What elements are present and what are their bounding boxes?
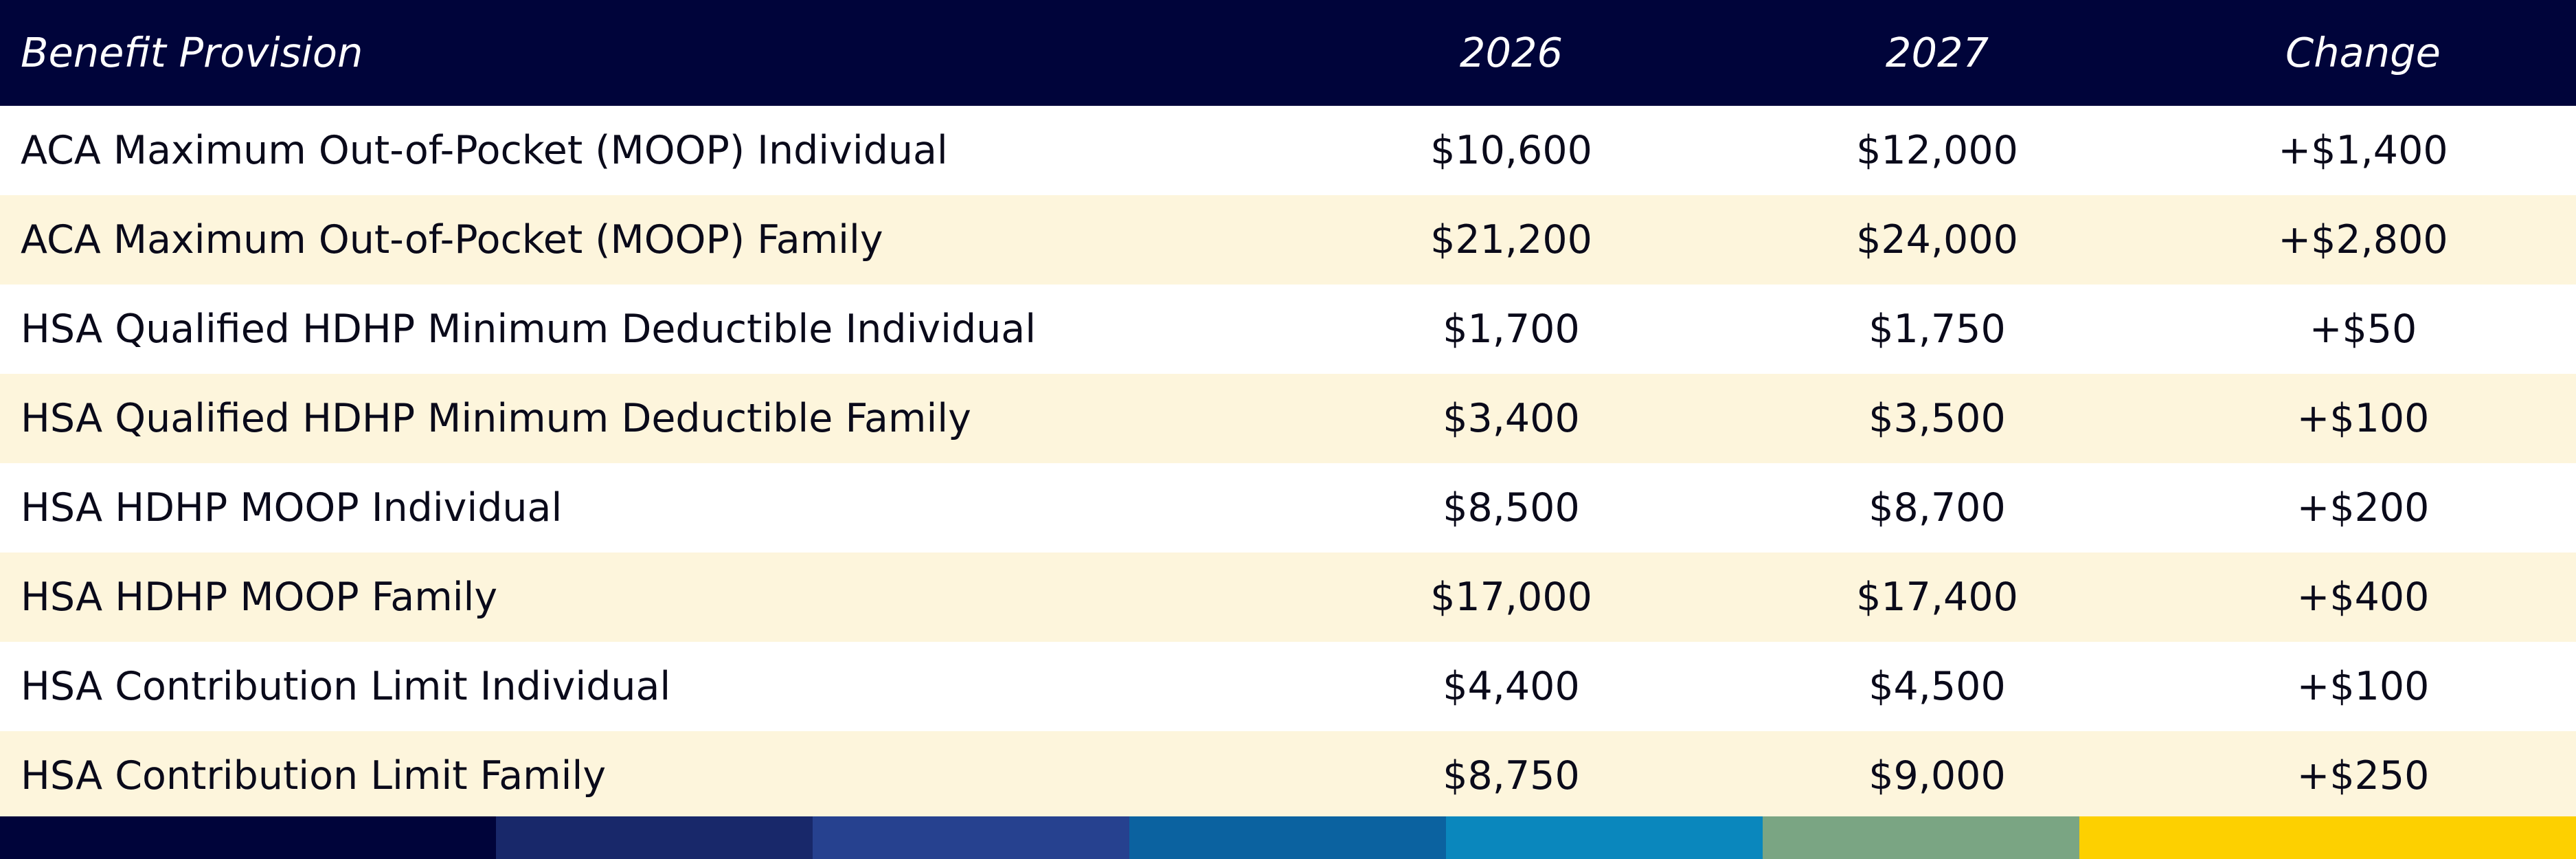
row-value-2026: $17,000 bbox=[1430, 574, 1592, 620]
row-label: HSA HDHP MOOP Individual bbox=[21, 485, 563, 531]
row-value-2027: $1,750 bbox=[1868, 306, 2006, 352]
row-change: +$200 bbox=[2296, 485, 2430, 531]
footer-stripe-segment bbox=[2079, 816, 2576, 859]
table-row: HSA HDHP MOOP Individual $8,500 $8,700 +… bbox=[0, 463, 2576, 553]
table-header: Benefit Provision 2026 2027 Change bbox=[0, 0, 2576, 106]
row-change: +$100 bbox=[2296, 396, 2430, 441]
row-value-2026: $8,500 bbox=[1443, 485, 1580, 531]
header-benefit-provision: Benefit Provision bbox=[21, 29, 363, 76]
row-label: HSA Contribution Limit Family bbox=[21, 753, 607, 799]
footer-stripe-segment bbox=[1763, 816, 2079, 859]
footer-stripe-segment bbox=[1446, 816, 1763, 859]
row-value-2027: $12,000 bbox=[1856, 128, 2018, 173]
row-value-2027: $9,000 bbox=[1868, 753, 2006, 799]
header-2026: 2026 bbox=[1459, 29, 1563, 76]
row-label: ACA Maximum Out-of-Pocket (MOOP) Individ… bbox=[21, 128, 948, 173]
row-label: ACA Maximum Out-of-Pocket (MOOP) Family bbox=[21, 217, 883, 263]
table-row: HSA Qualified HDHP Minimum Deductible In… bbox=[0, 285, 2576, 374]
row-change: +$400 bbox=[2296, 574, 2430, 620]
row-label: HSA HDHP MOOP Family bbox=[21, 574, 498, 620]
header-2027: 2027 bbox=[1885, 29, 1989, 76]
header-change: Change bbox=[2285, 29, 2441, 76]
row-change: +$1,400 bbox=[2278, 128, 2448, 173]
row-value-2026: $8,750 bbox=[1443, 753, 1580, 799]
row-label: HSA Qualified HDHP Minimum Deductible In… bbox=[21, 306, 1037, 352]
row-change: +$50 bbox=[2309, 306, 2417, 352]
table-row: HSA Qualified HDHP Minimum Deductible Fa… bbox=[0, 374, 2576, 463]
row-value-2027: $8,700 bbox=[1868, 485, 2006, 531]
footer-stripe-segment bbox=[1129, 816, 1446, 859]
table-row: HSA Contribution Limit Individual $4,400… bbox=[0, 642, 2576, 731]
row-value-2026: $1,700 bbox=[1443, 306, 1580, 352]
row-value-2027: $17,400 bbox=[1856, 574, 2018, 620]
row-change: +$2,800 bbox=[2278, 217, 2448, 263]
row-change: +$100 bbox=[2296, 664, 2430, 709]
table-row: ACA Maximum Out-of-Pocket (MOOP) Family … bbox=[0, 195, 2576, 285]
row-change: +$250 bbox=[2296, 753, 2430, 799]
footer-stripe-segment bbox=[0, 816, 496, 859]
footer-stripe-segment bbox=[813, 816, 1129, 859]
footer-stripe-segment bbox=[496, 816, 813, 859]
row-value-2026: $21,200 bbox=[1430, 217, 1592, 263]
row-label: HSA Contribution Limit Individual bbox=[21, 664, 671, 709]
row-value-2026: $4,400 bbox=[1443, 664, 1580, 709]
table-row: ACA Maximum Out-of-Pocket (MOOP) Individ… bbox=[0, 106, 2576, 195]
table-row: HSA HDHP MOOP Family $17,000 $17,400 +$4… bbox=[0, 553, 2576, 642]
row-value-2027: $24,000 bbox=[1856, 217, 2018, 263]
row-value-2026: $3,400 bbox=[1443, 396, 1580, 441]
row-value-2026: $10,600 bbox=[1430, 128, 1592, 173]
row-value-2027: $3,500 bbox=[1868, 396, 2006, 441]
table-row: HSA Contribution Limit Family $8,750 $9,… bbox=[0, 731, 2576, 821]
row-value-2027: $4,500 bbox=[1868, 664, 2006, 709]
row-label: HSA Qualified HDHP Minimum Deductible Fa… bbox=[21, 396, 971, 441]
table-body: ACA Maximum Out-of-Pocket (MOOP) Individ… bbox=[0, 106, 2576, 821]
footer-color-stripe bbox=[0, 816, 2576, 859]
